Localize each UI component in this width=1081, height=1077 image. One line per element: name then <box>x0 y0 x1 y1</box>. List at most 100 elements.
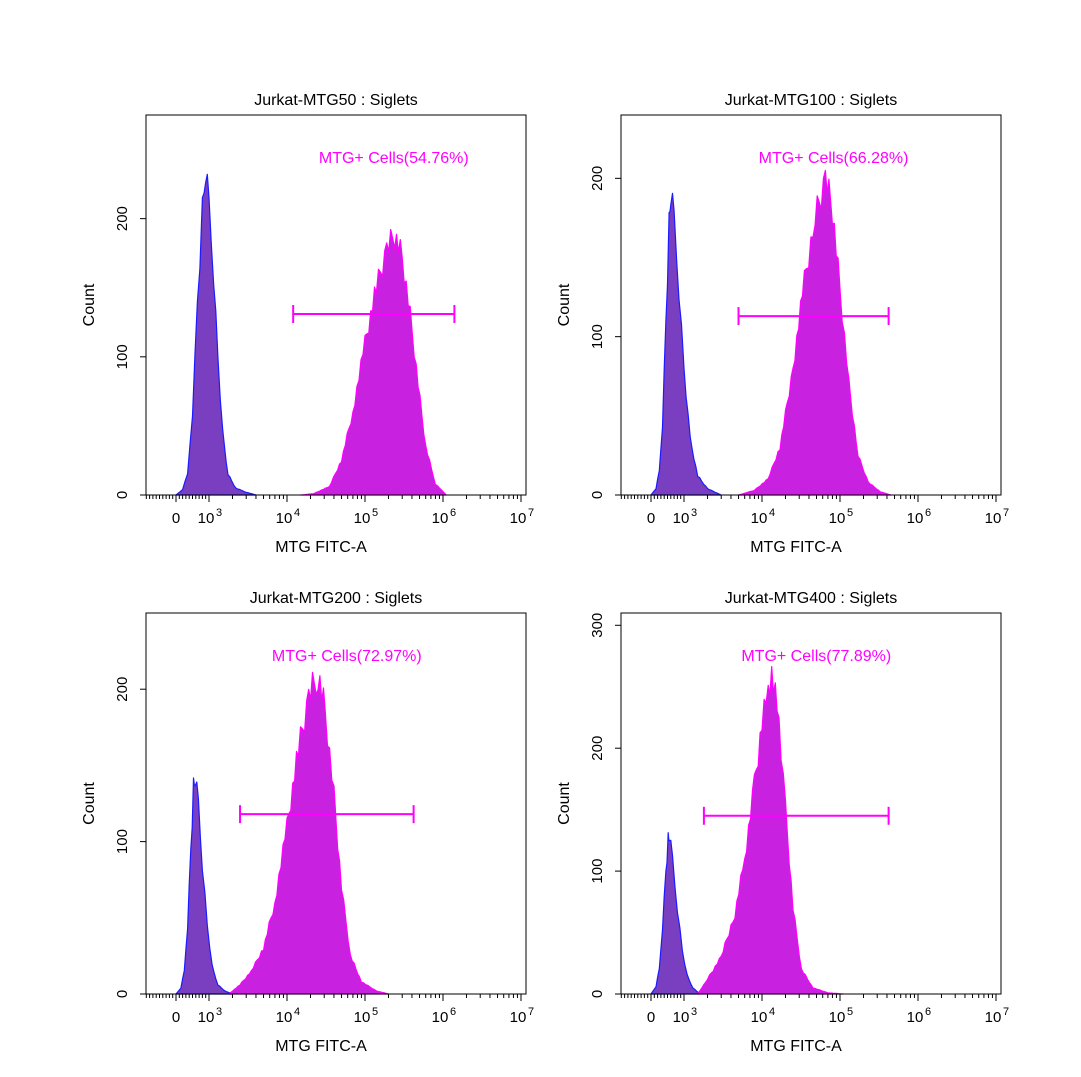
x-tick-label-text: 10 <box>510 1009 527 1026</box>
x-tick-label-text: 10 <box>907 1009 924 1026</box>
y-tick-label: 0 <box>589 491 606 499</box>
x-tick-label-text: 10 <box>673 1009 690 1026</box>
x-tick-label: 10 3 <box>198 507 222 527</box>
x-tick-label-exponent: 5 <box>847 507 853 519</box>
x-tick-label-text: 10 <box>354 510 371 527</box>
gate-label: MTG+ Cells(72.97%) <box>272 648 422 665</box>
panel-title: Jurkat-MTG50 : Siglets <box>254 92 418 109</box>
x-tick-label-exponent: 4 <box>769 1006 775 1018</box>
x-tick-label-exponent: 4 <box>294 507 300 519</box>
plot-frame <box>620 114 1002 496</box>
x-tick-label-exponent: 7 <box>1003 507 1009 519</box>
x-tick-label: 10 5 <box>354 1006 378 1026</box>
x-tick-label-text: 10 <box>276 510 293 527</box>
x-tick-label: 10 3 <box>198 1006 222 1026</box>
x-tick-label: 10 6 <box>907 1006 931 1026</box>
x-tick-label: 10 4 <box>751 507 775 527</box>
x-tick-label-exponent: 5 <box>372 1006 378 1018</box>
x-tick-label: 10 7 <box>510 1006 534 1026</box>
x-axis-label: MTG FITC-A <box>275 539 367 556</box>
x-axis-label: MTG FITC-A <box>750 1038 842 1055</box>
x-tick-label-text: 0 <box>172 1009 180 1026</box>
x-tick-label-text: 10 <box>198 510 215 527</box>
y-axis-label: Count <box>556 782 573 825</box>
plot-frame <box>145 612 527 995</box>
x-tick-label-text: 10 <box>829 1009 846 1026</box>
x-tick-label-exponent: 3 <box>216 507 222 519</box>
y-tick-label: 0 <box>114 990 131 998</box>
x-tick-label: 10 4 <box>276 1006 300 1026</box>
x-tick-label-exponent: 6 <box>925 507 931 519</box>
x-tick-label: 10 4 <box>751 1006 775 1026</box>
x-tick-label-text: 10 <box>673 510 690 527</box>
y-axis-label: Count <box>81 283 98 326</box>
y-tick-label: 100 <box>114 344 131 369</box>
y-tick-label: 100 <box>589 324 606 349</box>
x-tick-label: 10 4 <box>276 507 300 527</box>
negative-population-histogram <box>650 832 701 995</box>
gate-label: MTG+ Cells(66.28%) <box>759 150 909 167</box>
x-axis-label: MTG FITC-A <box>275 1038 367 1055</box>
gate-marker <box>702 806 890 825</box>
x-tick-label-text: 10 <box>276 1009 293 1026</box>
x-tick-label-text: 10 <box>751 1009 768 1026</box>
x-tick-label: 10 7 <box>510 507 534 527</box>
gate-marker <box>737 307 890 326</box>
x-tick-label-exponent: 7 <box>1003 1006 1009 1018</box>
x-tick-label-exponent: 6 <box>450 1006 456 1018</box>
x-tick-label: 0 <box>647 510 655 527</box>
x-tick-label-exponent: 5 <box>372 507 378 519</box>
x-tick-label-exponent: 5 <box>847 1006 853 1018</box>
positive-population-histogram <box>300 228 447 496</box>
x-tick-label-exponent: 3 <box>691 507 697 519</box>
x-tick-label-text: 10 <box>907 510 924 527</box>
x-tick-label-exponent: 4 <box>769 507 775 519</box>
y-tick-label: 300 <box>589 613 606 638</box>
x-axis-label: MTG FITC-A <box>750 539 842 556</box>
positive-population-histogram <box>228 671 390 995</box>
x-tick-label-text: 0 <box>647 510 655 527</box>
y-axis-label: Count <box>556 283 573 326</box>
x-tick-label-exponent: 6 <box>925 1006 931 1018</box>
gate-marker <box>239 805 415 824</box>
x-tick-label-text: 10 <box>432 1009 449 1026</box>
x-tick-label-exponent: 3 <box>216 1006 222 1018</box>
x-tick-label: 10 3 <box>673 507 697 527</box>
x-tick-label-exponent: 4 <box>294 1006 300 1018</box>
x-tick-label: 10 6 <box>907 507 931 527</box>
x-tick-label: 0 <box>647 1009 655 1026</box>
y-axis-label: Count <box>81 782 98 825</box>
x-tick-label: 0 <box>172 510 180 527</box>
y-tick-label: 200 <box>114 677 131 702</box>
x-tick-label: 10 3 <box>673 1006 697 1026</box>
x-tick-label: 10 6 <box>432 507 456 527</box>
gate-label: MTG+ Cells(77.89%) <box>741 648 891 665</box>
panel-title: Jurkat-MTG200 : Siglets <box>250 590 423 607</box>
x-tick-label-text: 10 <box>829 510 846 527</box>
gate-label: MTG+ Cells(54.76%) <box>319 150 469 167</box>
x-tick-label: 10 7 <box>985 507 1009 527</box>
negative-population-histogram <box>175 777 234 995</box>
x-tick-label-text: 10 <box>751 510 768 527</box>
x-tick-label: 0 <box>172 1009 180 1026</box>
negative-population-histogram <box>175 173 257 496</box>
x-tick-label-text: 10 <box>985 1009 1002 1026</box>
y-tick-label: 0 <box>114 491 131 499</box>
y-tick-label: 0 <box>589 990 606 998</box>
positive-population-histogram <box>697 666 844 995</box>
y-tick-label: 100 <box>589 859 606 884</box>
y-tick-label: 200 <box>589 166 606 191</box>
x-tick-label: 10 5 <box>829 1006 853 1026</box>
x-tick-label: 10 5 <box>829 507 853 527</box>
x-tick-label-text: 10 <box>985 510 1002 527</box>
x-tick-label-exponent: 7 <box>528 1006 534 1018</box>
x-tick-label: 10 5 <box>354 507 378 527</box>
x-tick-label: 10 6 <box>432 1006 456 1026</box>
y-tick-label: 200 <box>114 206 131 231</box>
x-tick-label-text: 0 <box>172 510 180 527</box>
panel-title: Jurkat-MTG100 : Siglets <box>725 92 898 109</box>
